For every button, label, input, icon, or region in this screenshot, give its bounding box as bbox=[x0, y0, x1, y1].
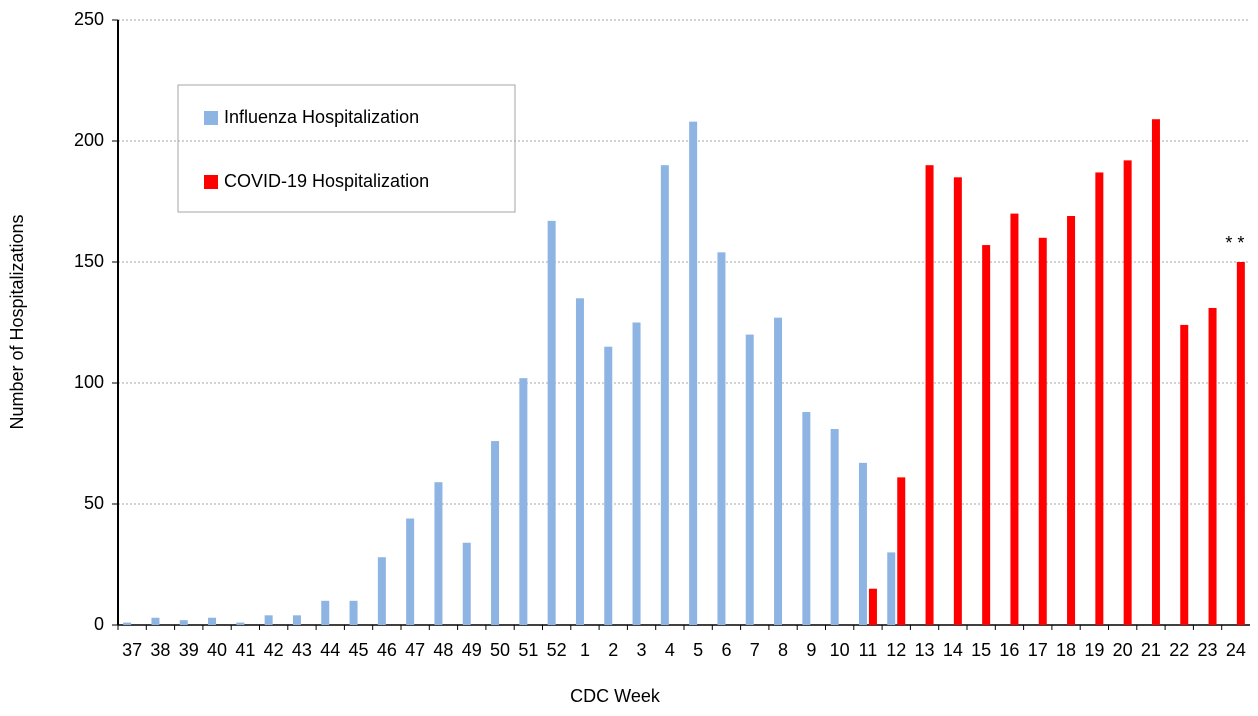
x-tick-label: 12 bbox=[886, 640, 906, 660]
bar bbox=[151, 617, 160, 625]
bar bbox=[491, 441, 500, 625]
bar bbox=[349, 600, 358, 625]
x-tick-label: 7 bbox=[750, 640, 760, 660]
bar bbox=[604, 346, 613, 625]
bar bbox=[434, 482, 443, 625]
bar bbox=[292, 615, 301, 625]
bar bbox=[1208, 307, 1217, 625]
y-axis-title: Number of Hospitalizations bbox=[7, 214, 27, 429]
bar bbox=[208, 617, 217, 625]
x-tick-label: 16 bbox=[999, 640, 1019, 660]
legend-box bbox=[177, 84, 516, 213]
x-tick-label: 11 bbox=[859, 640, 878, 660]
bar bbox=[1236, 262, 1245, 625]
bar bbox=[377, 557, 386, 625]
bar bbox=[830, 428, 839, 625]
bar bbox=[1180, 324, 1189, 625]
x-tick-label: 42 bbox=[264, 640, 284, 660]
bar bbox=[547, 220, 556, 626]
bar bbox=[858, 462, 867, 625]
bar bbox=[1038, 237, 1047, 626]
x-tick-label: 17 bbox=[1028, 640, 1048, 660]
bar bbox=[1010, 213, 1019, 625]
x-tick-label: 24 bbox=[1226, 640, 1246, 660]
bar bbox=[689, 121, 698, 625]
x-tick-label: 40 bbox=[207, 640, 227, 660]
x-tick-label: 37 bbox=[122, 640, 142, 660]
y-tick-label: 250 bbox=[74, 9, 104, 29]
bar bbox=[897, 477, 906, 625]
x-tick-label: 46 bbox=[377, 640, 397, 660]
x-tick-label: 6 bbox=[721, 640, 731, 660]
x-tick-label: 19 bbox=[1084, 640, 1104, 660]
x-tick-label: 5 bbox=[693, 640, 703, 660]
x-tick-label: 44 bbox=[320, 640, 340, 660]
bar bbox=[953, 177, 962, 626]
x-tick-label: 21 bbox=[1141, 640, 1161, 660]
legend-label: COVID-19 Hospitalization bbox=[224, 171, 429, 191]
x-tick-label: 38 bbox=[150, 640, 170, 660]
bar bbox=[575, 298, 584, 625]
legend-label: Influenza Hospitalization bbox=[224, 107, 419, 127]
bar bbox=[321, 600, 330, 625]
y-tick-label: 50 bbox=[84, 493, 104, 513]
bar bbox=[868, 588, 877, 625]
y-tick-label: 150 bbox=[74, 251, 104, 271]
bar bbox=[745, 334, 754, 625]
x-tick-label: 4 bbox=[665, 640, 675, 660]
bar bbox=[774, 317, 783, 625]
x-tick-label: 20 bbox=[1113, 640, 1133, 660]
x-tick-label: 39 bbox=[179, 640, 199, 660]
x-tick-label: 22 bbox=[1169, 640, 1189, 660]
bar bbox=[1095, 172, 1104, 625]
bar bbox=[406, 518, 415, 625]
x-tick-label: 51 bbox=[518, 640, 538, 660]
x-tick-label: 2 bbox=[608, 640, 618, 660]
bar bbox=[1067, 216, 1076, 625]
bar bbox=[1123, 160, 1132, 626]
x-tick-label: 23 bbox=[1198, 640, 1218, 660]
x-tick-label: 47 bbox=[405, 640, 425, 660]
legend-swatch bbox=[204, 111, 218, 125]
y-tick-label: 100 bbox=[74, 372, 104, 392]
bar bbox=[236, 622, 245, 625]
x-tick-label: 50 bbox=[490, 640, 510, 660]
bar bbox=[179, 620, 188, 625]
x-tick-label: 9 bbox=[806, 640, 816, 660]
x-tick-label: 14 bbox=[943, 640, 963, 660]
bar bbox=[462, 542, 471, 625]
x-tick-label: 13 bbox=[915, 640, 935, 660]
x-tick-label: 48 bbox=[433, 640, 453, 660]
bar bbox=[632, 322, 641, 625]
x-tick-label: 43 bbox=[292, 640, 312, 660]
x-axis-title: CDC Week bbox=[570, 686, 661, 706]
bar bbox=[1151, 119, 1160, 625]
x-tick-label: 41 bbox=[235, 640, 255, 660]
bar bbox=[717, 252, 726, 625]
x-tick-label: 52 bbox=[547, 640, 567, 660]
x-tick-label: 3 bbox=[637, 640, 647, 660]
annotation: * * bbox=[1225, 233, 1244, 253]
bar bbox=[925, 165, 934, 625]
y-tick-label: 200 bbox=[74, 130, 104, 150]
bar bbox=[123, 622, 132, 625]
x-tick-label: 18 bbox=[1056, 640, 1076, 660]
x-tick-label: 1 bbox=[580, 640, 590, 660]
x-tick-label: 10 bbox=[830, 640, 850, 660]
x-tick-label: 8 bbox=[778, 640, 788, 660]
x-tick-label: 49 bbox=[462, 640, 482, 660]
legend-swatch bbox=[204, 175, 218, 189]
bar bbox=[982, 245, 991, 625]
bar bbox=[660, 165, 669, 625]
x-tick-label: 15 bbox=[971, 640, 991, 660]
x-tick-label: 45 bbox=[349, 640, 369, 660]
bar bbox=[519, 378, 528, 625]
bar bbox=[264, 615, 273, 625]
bar bbox=[887, 552, 896, 625]
y-tick-label: 0 bbox=[94, 614, 104, 634]
bar bbox=[802, 412, 811, 625]
